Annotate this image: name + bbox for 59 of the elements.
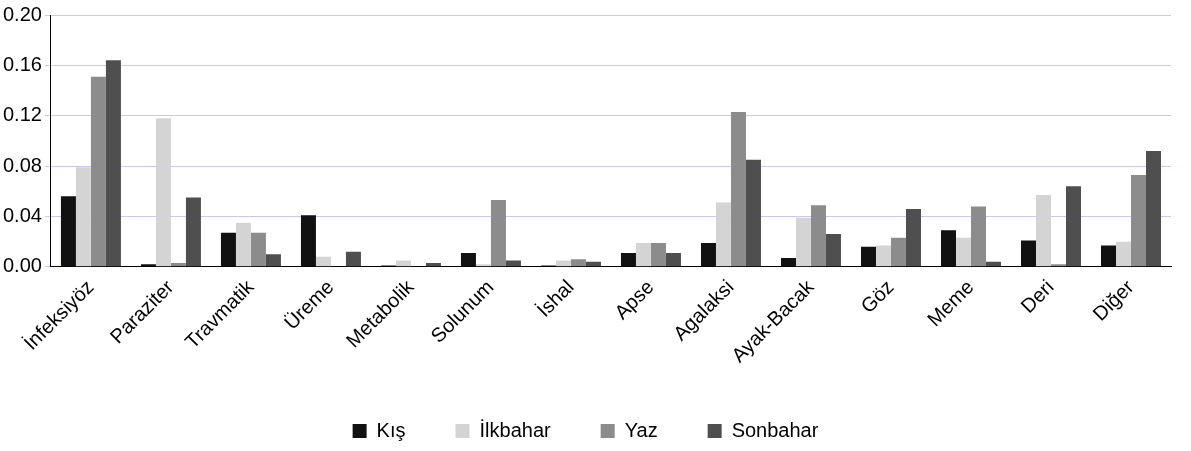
bar <box>635 242 651 267</box>
bar <box>1050 264 1066 267</box>
bar <box>890 237 906 267</box>
y-tick-label: 0.12 <box>2 103 42 126</box>
bar <box>315 256 331 267</box>
bar <box>185 197 201 267</box>
y-tick-label: 0.08 <box>2 153 42 176</box>
x-tick-label: Göz <box>856 275 898 317</box>
y-tick-label: 0.20 <box>2 2 42 25</box>
bar <box>140 264 156 267</box>
bar <box>90 76 106 267</box>
bar <box>860 246 876 267</box>
bar <box>155 118 171 267</box>
bar <box>730 111 746 267</box>
bar <box>345 251 361 267</box>
bar <box>970 206 986 267</box>
bar <box>1020 240 1036 267</box>
bar <box>825 234 841 267</box>
bar <box>60 196 76 267</box>
bar <box>460 252 476 267</box>
legend-label: Kış <box>376 418 406 441</box>
bar <box>235 222 251 267</box>
x-tick-label: Deri <box>1016 275 1058 317</box>
bar <box>475 264 491 267</box>
bar <box>170 263 186 267</box>
bar <box>1131 174 1146 267</box>
bar <box>795 217 811 267</box>
bar <box>1146 150 1161 267</box>
bar <box>570 259 586 267</box>
bar <box>780 258 796 267</box>
bar <box>300 215 316 267</box>
legend-label: Sonbahar <box>731 418 819 441</box>
bar <box>1100 245 1116 267</box>
bar <box>265 254 281 267</box>
y-tick-label: 0.16 <box>2 52 42 75</box>
bar <box>1065 186 1081 267</box>
bar <box>250 232 266 267</box>
bar <box>905 208 921 267</box>
bar <box>665 252 681 267</box>
bar <box>955 237 971 267</box>
bar <box>425 263 441 267</box>
legend-label: Yaz <box>624 418 658 441</box>
bar <box>715 202 731 267</box>
y-tick-label: 0.00 <box>2 254 42 277</box>
bar <box>700 242 716 267</box>
bar <box>1116 241 1131 267</box>
bar <box>105 60 121 267</box>
bar <box>810 205 826 267</box>
bar <box>490 200 506 267</box>
legend-label: İlkbahar <box>479 418 552 441</box>
y-tick-label: 0.04 <box>2 203 42 226</box>
bar <box>745 159 761 267</box>
bar <box>220 232 236 267</box>
bar <box>940 230 956 267</box>
bar <box>875 245 891 267</box>
bar <box>650 242 666 267</box>
bar <box>75 167 91 267</box>
bar <box>1035 195 1051 267</box>
bar <box>620 252 636 267</box>
